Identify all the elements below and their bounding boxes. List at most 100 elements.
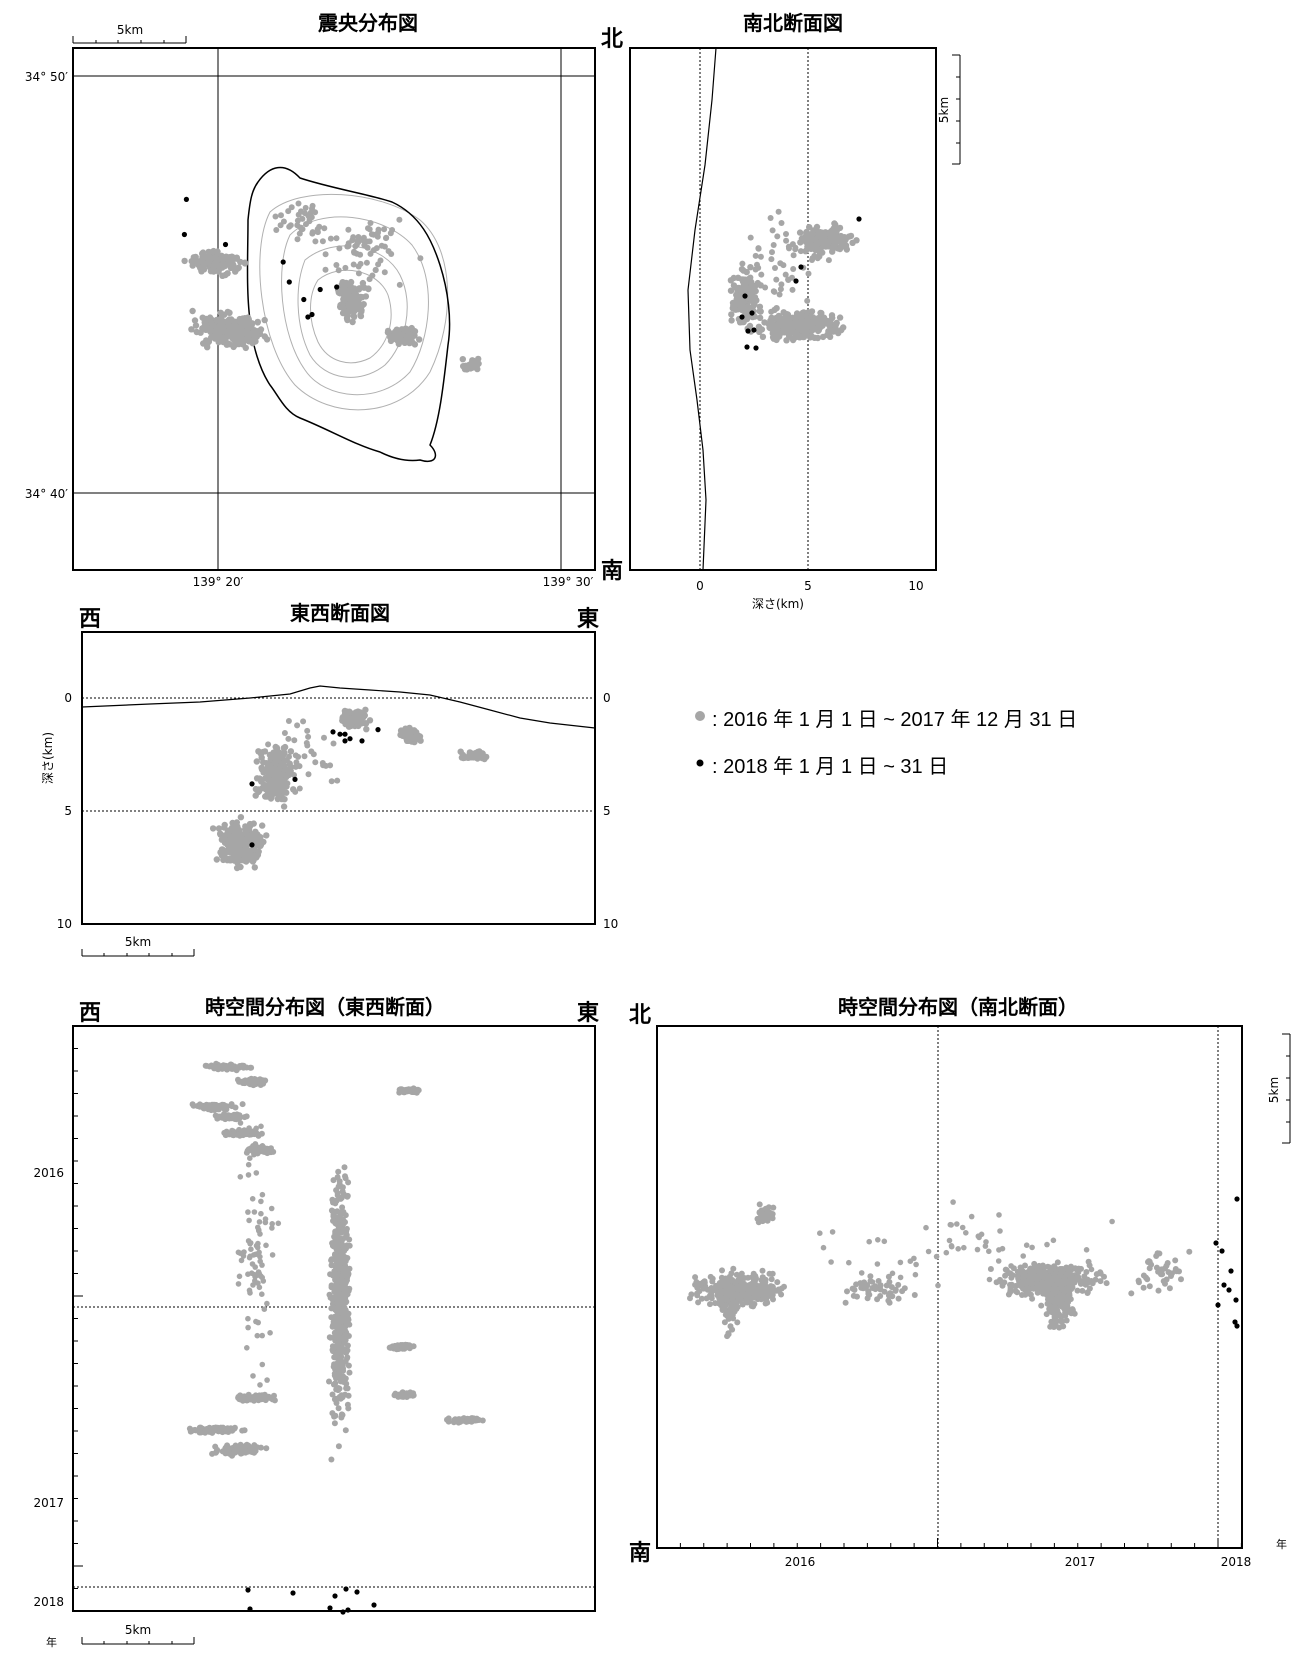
ns-scale-label: 5km xyxy=(937,97,951,123)
epicenter-gray-point xyxy=(344,287,351,294)
epicenter-gray-point xyxy=(210,247,217,255)
epicenter-gray-point xyxy=(381,269,388,276)
st-ns-gray-point xyxy=(1156,1250,1163,1257)
st-ns-gray-point xyxy=(1054,1280,1061,1287)
st-ew-gray-point xyxy=(250,1252,257,1258)
st-ew-gray-point xyxy=(254,1224,261,1231)
ns-gray-point xyxy=(796,334,803,341)
epicenter-gray-point xyxy=(261,316,268,324)
st-ns-gray-point xyxy=(708,1285,715,1291)
ew-ytick-5-right: 5 xyxy=(603,804,611,818)
ew-gray-point xyxy=(353,714,360,721)
st-ew-gray-point xyxy=(335,1286,342,1293)
st-ns-gray-point xyxy=(866,1238,872,1245)
ew-black-point xyxy=(342,731,348,737)
st-ew-gray-point xyxy=(246,1447,253,1454)
ew-gray-point xyxy=(292,763,299,770)
st-ns-gray-point xyxy=(769,1270,776,1277)
st-ew-gray-point xyxy=(269,1252,276,1258)
epicenter-black-point xyxy=(334,284,340,290)
st-ns-gray-point xyxy=(946,1237,953,1244)
ew-gray-point xyxy=(291,772,297,778)
ew-gray-point xyxy=(327,762,334,769)
st-ew-black-point xyxy=(247,1606,253,1612)
st-ns-gray-point xyxy=(1059,1286,1066,1292)
st-ew-gray-point xyxy=(338,1411,345,1418)
epicenter-gray-point xyxy=(366,276,373,283)
st-ns-gray-point xyxy=(1014,1269,1021,1275)
st-ns-gray-point xyxy=(846,1259,852,1266)
ew-gray-point xyxy=(231,823,239,831)
st-ew-gray-point xyxy=(252,1264,258,1270)
ew-gray-point xyxy=(366,717,374,724)
epicenter-gray-point xyxy=(302,204,309,211)
epicenter-gray-point xyxy=(383,234,390,241)
st-ns-gray-point xyxy=(881,1238,888,1245)
st-ns-black-point xyxy=(1221,1282,1227,1288)
ew-gray-point xyxy=(267,795,275,802)
st-ns-gray-point xyxy=(1178,1276,1184,1283)
st-ns-gray-point xyxy=(1140,1284,1147,1291)
st-ns-gray-point xyxy=(925,1248,932,1255)
st-ew-gray-point xyxy=(338,1229,345,1236)
st-ns-gray-point xyxy=(820,1244,827,1251)
epicenter-gray-point xyxy=(230,343,237,351)
st-ew-gray-point xyxy=(409,1086,416,1093)
epicenter-gray-point xyxy=(245,318,253,326)
epicenter-gray-point xyxy=(367,220,374,226)
st-ew-gray-point xyxy=(336,1223,343,1230)
epicenter-gray-point xyxy=(287,222,294,229)
st-ew-black-point xyxy=(245,1587,251,1593)
st-ew-month-ticks xyxy=(73,1025,83,1612)
st-ns-gray-point xyxy=(986,1248,992,1255)
st-ew-gray-point xyxy=(335,1443,342,1450)
epicenter-gray-point xyxy=(217,333,224,341)
st-ew-gray-point xyxy=(328,1257,335,1264)
st-ew-gray-point xyxy=(342,1226,349,1233)
st-ns-gray-point xyxy=(707,1301,713,1308)
ns-black-point xyxy=(856,216,862,222)
ew-gray-point xyxy=(240,840,247,848)
epicenter-black-points xyxy=(181,196,340,320)
ew-gray-point xyxy=(328,778,335,785)
st-ns-gray-point xyxy=(1186,1248,1193,1255)
st-ns-gray-point xyxy=(829,1229,836,1235)
ns-gray-point xyxy=(817,309,824,317)
ew-black-point xyxy=(347,736,353,742)
st-ew-gray-point xyxy=(252,1278,258,1284)
ns-gray-point xyxy=(778,220,785,226)
epicenter-gray-point xyxy=(227,331,234,339)
st-ew-gray-point xyxy=(246,1394,253,1401)
epicenter-gray-point xyxy=(395,328,402,335)
ew-gray-points xyxy=(209,706,490,872)
st-ns-gray-point xyxy=(1075,1274,1082,1281)
ns-gray-point xyxy=(783,231,789,237)
epicenter-gray-point xyxy=(235,334,242,341)
st-ns-gray-point xyxy=(933,1253,940,1260)
st-ew-gray-point xyxy=(256,1284,263,1291)
st-ns-gray-point xyxy=(1021,1286,1028,1293)
st-ew-gray-point xyxy=(222,1104,229,1110)
st-ew-gray-point xyxy=(339,1272,346,1279)
st-ew-gray-point xyxy=(328,1262,335,1269)
ns-section: 南北断面図 北 南 0 5 10 深さ(km) 5km xyxy=(601,11,961,611)
st-ns-gray-point xyxy=(1029,1295,1036,1302)
ns-gray-point xyxy=(746,322,754,330)
st-ns-gray-point xyxy=(1033,1284,1040,1291)
st-ew-gray-point xyxy=(221,1113,228,1119)
ns-gray-point xyxy=(758,271,765,278)
st-ns-gray-point xyxy=(708,1295,715,1302)
st-ew-gray-point xyxy=(188,1427,195,1434)
st-ew-black-point xyxy=(371,1602,377,1608)
st-ns-gray-point xyxy=(943,1249,950,1256)
st-ew-gray-point xyxy=(328,1314,335,1321)
st-ew-gray-point xyxy=(259,1191,266,1198)
st-ew-gray-point xyxy=(213,1448,220,1455)
ew-gray-point xyxy=(255,789,262,796)
epicenter-gray-point xyxy=(307,209,314,216)
ns-gray-point xyxy=(728,311,735,318)
ns-gray-point xyxy=(774,330,781,337)
epicenter-gray-point xyxy=(189,307,196,315)
epicenter-gray-point xyxy=(342,264,349,271)
epicenter-black-point xyxy=(183,196,189,202)
